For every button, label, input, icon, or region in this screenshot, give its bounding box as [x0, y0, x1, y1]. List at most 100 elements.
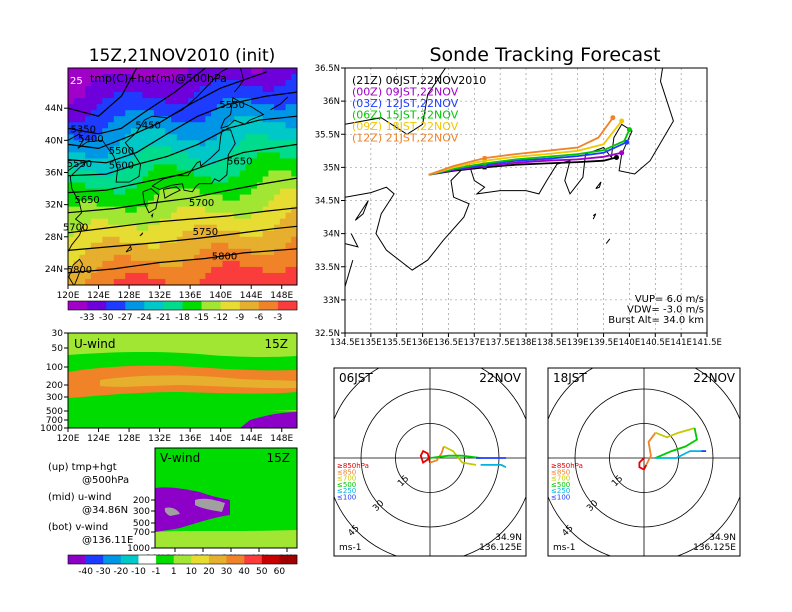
temp-cell — [119, 212, 126, 220]
temp-cell — [211, 86, 218, 93]
temp-cell — [136, 122, 144, 129]
temp-cell — [274, 260, 281, 268]
temp-cell — [291, 218, 297, 226]
temp-cell — [211, 134, 218, 141]
temp-cell — [211, 110, 218, 117]
temp-cell — [159, 92, 166, 99]
temp-cell — [90, 218, 98, 226]
temp-cell — [113, 122, 121, 129]
temp-cell — [279, 140, 287, 147]
temp-cell — [153, 242, 161, 250]
temp-cell — [222, 278, 229, 285]
coast-line — [270, 96, 289, 111]
temp-cell — [193, 272, 201, 280]
temp-cell — [216, 206, 224, 214]
temp-cell — [279, 110, 287, 117]
temp-cell — [285, 152, 292, 160]
temp-cell — [245, 224, 252, 232]
temp-cell — [262, 170, 269, 178]
temp-cell — [96, 92, 103, 99]
temp-cell — [182, 110, 189, 117]
temp-cell — [148, 146, 155, 153]
uwind-easterly — [240, 412, 297, 428]
temp-cell — [136, 224, 144, 232]
y-tick-label: 32N — [45, 201, 63, 211]
temp-cell — [256, 80, 264, 87]
temp-cell — [182, 170, 189, 178]
temp-cell — [102, 230, 109, 238]
temp-cell — [211, 200, 218, 208]
temp-cell — [73, 98, 81, 105]
temp-cell — [136, 230, 144, 238]
x-tick-label: 137E — [463, 338, 485, 348]
temp-cell — [165, 194, 172, 202]
temp-cell — [102, 278, 109, 285]
temp-cell — [153, 128, 161, 135]
temp-cell — [222, 170, 229, 178]
temp-cell — [188, 68, 195, 75]
temp-cell — [245, 176, 252, 184]
temp-cell — [205, 278, 212, 285]
y-tick-label: 1000 — [127, 544, 150, 554]
temp-cell — [285, 170, 292, 178]
temp-cell — [130, 68, 138, 75]
temp-cell — [85, 272, 92, 280]
temp-cell — [234, 254, 241, 262]
temp-cell — [222, 260, 229, 268]
temp-cell — [216, 224, 224, 232]
temp-cell — [228, 140, 235, 147]
temp-cell — [245, 98, 252, 105]
temp-cell — [228, 188, 235, 196]
temp-cell — [211, 182, 218, 190]
tracking-grid — [345, 68, 707, 333]
temp-cell — [234, 128, 241, 135]
temp-cell — [182, 140, 189, 147]
temp-cell — [119, 200, 126, 208]
temp-cell — [148, 230, 155, 238]
temp-cell — [216, 182, 224, 190]
track-line-09Z — [428, 120, 623, 176]
temp-cell — [262, 200, 269, 208]
temp-cell — [291, 248, 297, 256]
temp-cell — [251, 200, 258, 208]
temp-cell — [256, 74, 264, 81]
temp-cell — [228, 116, 235, 123]
temp-cell — [171, 158, 178, 166]
temp-cell — [96, 188, 103, 196]
temp-cell — [148, 134, 155, 141]
temp-cell — [211, 212, 218, 220]
temp-cell — [96, 248, 103, 256]
temp-cell — [251, 158, 258, 166]
x-tick-label: 141.5E — [692, 338, 722, 348]
temp-cell — [176, 170, 184, 178]
temp-cell — [291, 110, 297, 117]
temp-cell — [119, 182, 126, 190]
temp-cell — [216, 164, 224, 172]
temp-cell — [165, 236, 172, 244]
temp-cell — [268, 80, 275, 87]
temp-cell — [85, 242, 92, 250]
colorbar-swatch — [156, 555, 174, 564]
temp-cell — [216, 242, 224, 250]
top-map-axes: 120E 124E 128E 132E 136E 140E 144E 148E24N28N32… — [45, 104, 294, 301]
temp-cell — [251, 104, 258, 111]
temp-cell — [142, 266, 149, 274]
temp-cell — [136, 188, 144, 196]
coast-line — [151, 129, 236, 193]
temp-cell — [211, 152, 218, 160]
temp-cell — [251, 110, 258, 117]
temp-cell — [73, 122, 81, 129]
temp-cell — [205, 68, 212, 75]
temp-cell — [125, 266, 132, 274]
temp-cell — [239, 242, 247, 250]
colorbar-frame — [67, 300, 298, 311]
coast-line — [220, 96, 265, 129]
temp-cell — [119, 248, 126, 256]
temp-cell — [239, 224, 247, 232]
temp-cell — [130, 254, 138, 262]
temp-cell — [274, 134, 281, 141]
temp-cell — [205, 218, 212, 226]
temp-cell — [268, 116, 275, 123]
temp-cell — [85, 122, 92, 129]
temp-cell — [125, 248, 132, 256]
